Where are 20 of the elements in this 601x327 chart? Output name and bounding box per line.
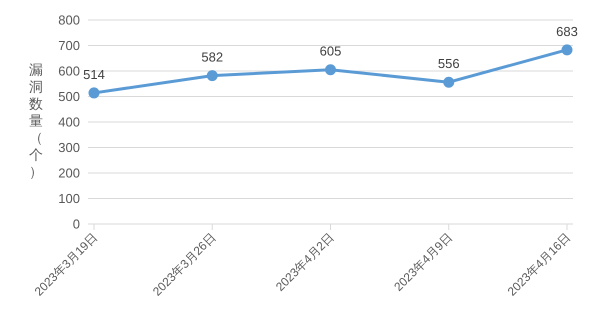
- data-label: 605: [320, 44, 342, 59]
- y-tick-label: 300: [58, 140, 80, 156]
- y-tick-label: 200: [58, 166, 80, 181]
- point: [562, 44, 572, 56]
- data-label: 514: [83, 66, 105, 82]
- data-label: 556: [438, 56, 460, 72]
- y-axis-title: 漏洞数量（个）: [29, 62, 43, 180]
- data-label: 683: [556, 24, 578, 39]
- point: [206, 70, 218, 82]
- y-tick-label: 500: [58, 89, 80, 104]
- point: [325, 64, 336, 76]
- y-tick-label: 700: [58, 38, 80, 54]
- point: [443, 76, 454, 88]
- y-tick-label: 600: [58, 64, 80, 79]
- y-tick-label: 100: [58, 191, 80, 206]
- y-tick-label: 0: [72, 216, 80, 232]
- data-label: 582: [201, 50, 224, 65]
- y-tick-label: 800: [58, 12, 80, 28]
- point: [88, 87, 100, 98]
- y-tick-label: 400: [58, 114, 80, 130]
